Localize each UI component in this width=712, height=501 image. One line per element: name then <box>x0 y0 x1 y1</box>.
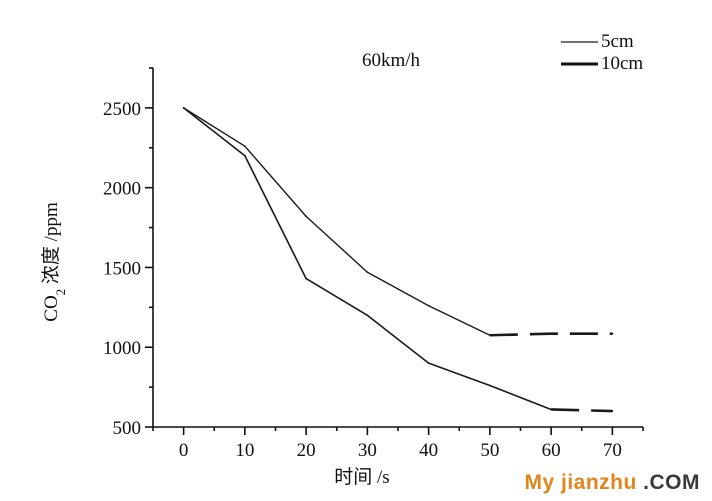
legend: 5cm 10cm <box>561 31 643 74</box>
x-tick-label: 70 <box>603 440 622 461</box>
x-axis-title: 时间 /s <box>334 466 389 488</box>
data-point-5cm <box>611 332 614 335</box>
tick-marks <box>145 67 644 435</box>
data-point-5cm <box>488 334 491 337</box>
data-point-5cm <box>305 215 308 218</box>
y-axis-title-suffix: 浓度 /ppm <box>40 202 62 289</box>
data-point-10cm <box>611 410 614 412</box>
y-axis-title-subscript: 2 <box>53 289 68 296</box>
data-point-5cm <box>243 145 246 148</box>
data-point-5cm <box>550 332 553 335</box>
data-point-10cm <box>488 384 491 387</box>
y-axis-title: CO2 浓度 /ppm <box>40 202 68 322</box>
series-dashed-10cm <box>551 408 613 413</box>
data-point-10cm <box>305 277 308 280</box>
x-tick-label: 30 <box>358 440 377 461</box>
data-point-5cm <box>366 271 369 274</box>
data-point-5cm <box>427 304 430 307</box>
x-tick-label: 40 <box>419 440 438 461</box>
watermark-my: My <box>524 471 555 494</box>
watermark-com: COM <box>649 471 700 494</box>
data-point-10cm <box>243 154 246 157</box>
y-axis-title-prefix: CO <box>41 295 62 321</box>
chart-title: 60km/h <box>362 50 421 71</box>
data-point-10cm <box>182 106 185 109</box>
watermark-jianzhu: jianzhu <box>554 471 637 494</box>
y-tick-label: 1500 <box>103 258 141 279</box>
data-point-10cm <box>550 408 553 411</box>
x-tick-label: 0 <box>179 440 189 461</box>
legend-label-5cm: 5cm <box>601 31 634 52</box>
watermark-logo: My jianzhu .COM <box>524 471 700 495</box>
y-tick-label: 500 <box>113 418 142 439</box>
series-line-5cm <box>183 107 491 336</box>
legend-label-10cm: 10cm <box>601 53 643 74</box>
tick-labels: 0 10 20 30 40 50 60 70 500 1000 1500 2000 2500 <box>103 99 622 461</box>
y-tick-label: 2000 <box>103 179 141 200</box>
y-tick-label: 2500 <box>103 99 141 120</box>
x-tick-label: 60 <box>542 440 561 461</box>
data-point-10cm <box>366 314 369 317</box>
data-point-10cm <box>427 362 430 365</box>
y-tick-label: 1000 <box>103 338 141 359</box>
series-layer <box>182 106 614 413</box>
axes <box>152 68 643 428</box>
series-line-10cm <box>183 107 552 411</box>
x-tick-label: 20 <box>297 440 316 461</box>
x-tick-label: 10 <box>235 440 254 461</box>
x-tick-label: 50 <box>480 440 499 461</box>
watermark-dot: . <box>636 471 650 494</box>
